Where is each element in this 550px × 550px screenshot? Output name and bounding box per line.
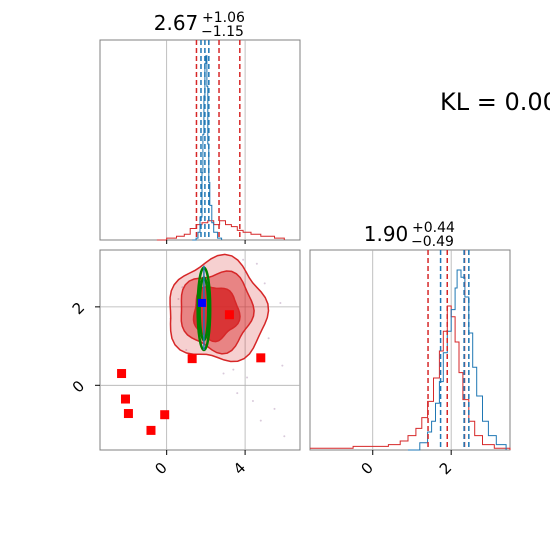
joint-red-square-marker	[146, 425, 156, 435]
panel-joint	[99, 249, 301, 451]
joint-scatter-point	[267, 337, 270, 340]
joint-scatter-point	[263, 282, 266, 285]
panel-param2-frame	[309, 249, 511, 451]
joint-scatter-point	[222, 372, 225, 375]
panel-param1-frame	[99, 39, 301, 241]
param1-title-minus: −1.15	[201, 24, 244, 40]
param2-red-histogram	[310, 305, 511, 450]
joint-scatter-point	[251, 399, 254, 402]
joint-red-square-marker	[160, 410, 170, 420]
joint-scatter-point	[281, 364, 284, 367]
param2-title-plus: +0.44	[412, 220, 455, 236]
param1-title-plus: +1.06	[202, 10, 245, 26]
joint-red-square-marker	[120, 394, 130, 404]
joint-y-tick-label: 2	[69, 299, 88, 318]
panel-param2-hist	[309, 249, 511, 451]
param1-blue-histogram	[192, 55, 223, 241]
panel-param1-hist	[99, 39, 301, 241]
joint-scatter-point	[283, 435, 286, 438]
param1-title-value: 2.67	[154, 11, 199, 35]
joint-scatter-point	[259, 419, 262, 422]
joint-y-tick-label: 0	[69, 377, 88, 396]
joint-scatter-point	[232, 368, 235, 371]
joint-blue-square-marker	[197, 298, 206, 307]
joint-scatter-point	[236, 392, 239, 395]
joint-scatter-point	[181, 286, 184, 289]
joint-scatter-point	[177, 298, 180, 301]
joint-red-square-marker	[123, 409, 133, 419]
joint-red-square-marker	[256, 353, 266, 363]
joint-x-tick-label: 0	[151, 459, 170, 478]
joint-red-square-marker	[224, 310, 234, 320]
param1-title: 2.67	[154, 11, 199, 35]
joint-red-square-marker	[187, 354, 197, 364]
param2-x-tick-label: 2	[436, 459, 455, 478]
joint-scatter-point	[255, 262, 258, 265]
joint-red-square-marker	[117, 369, 127, 379]
param2-title-value: 1.90	[364, 222, 409, 246]
param2-blue-histogram	[408, 269, 507, 451]
param2-title-minus: −0.49	[411, 234, 454, 250]
kl-label: KL = 0.00	[440, 88, 550, 116]
joint-scatter-point	[242, 258, 245, 261]
joint-scatter-point	[273, 407, 276, 410]
joint-scatter-point	[279, 301, 282, 304]
joint-scatter-point	[246, 376, 249, 379]
joint-x-tick-label: 4	[230, 459, 249, 478]
joint-scatter-point	[185, 349, 188, 351]
param2-x-tick-label: 0	[357, 459, 376, 478]
